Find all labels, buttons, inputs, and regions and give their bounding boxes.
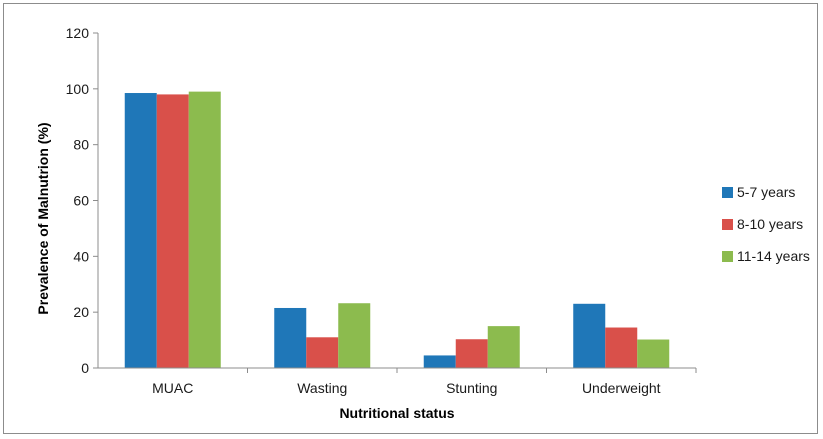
legend-label-11-14-years: 11-14 years — [737, 248, 810, 264]
x-tick-label: Wasting — [297, 380, 347, 396]
legend-label-5-7-years: 5-7 years — [737, 184, 795, 200]
y-tick-label: 120 — [66, 25, 90, 41]
bar-underweight-11-14-years — [637, 339, 670, 368]
y-tick-label: 60 — [73, 193, 89, 209]
x-axis-title: Nutritional status — [339, 405, 454, 421]
legend-swatch-8-10-years — [722, 219, 733, 230]
bar-underweight-5-7-years — [573, 303, 606, 368]
y-tick-label: 100 — [66, 81, 90, 97]
bar-stunting-8-10-years — [455, 339, 488, 368]
bar-wasting-11-14-years — [338, 303, 371, 368]
y-tick-label: 20 — [73, 304, 89, 320]
y-tick-label: 0 — [81, 360, 89, 376]
bar-wasting-8-10-years — [306, 337, 339, 368]
y-axis-ticks: 0 20 40 60 80 100 120 — [66, 25, 98, 376]
x-tick-label: Stunting — [446, 380, 497, 396]
y-tick-label: 80 — [73, 137, 89, 153]
x-axis-ticks: MUAC Wasting Stunting Underweight — [152, 368, 697, 396]
bar-series-group — [124, 91, 670, 369]
y-axis-title: Prevalence of Malnutrion (%) — [35, 122, 51, 314]
bar-muac-5-7-years — [124, 93, 157, 368]
legend-swatch-11-14-years — [722, 251, 733, 262]
x-tick-label: Underweight — [582, 380, 661, 396]
bar-wasting-5-7-years — [274, 307, 307, 368]
legend: 5-7 years 8-10 years 11-14 years — [722, 184, 810, 264]
bar-stunting-11-14-years — [487, 326, 520, 368]
legend-swatch-5-7-years — [722, 187, 733, 198]
bar-stunting-5-7-years — [423, 355, 456, 368]
bar-underweight-8-10-years — [605, 327, 638, 368]
bar-muac-8-10-years — [156, 94, 189, 369]
legend-label-8-10-years: 8-10 years — [737, 216, 803, 232]
x-tick-label: MUAC — [152, 380, 193, 396]
y-tick-label: 40 — [73, 248, 89, 264]
bar-muac-11-14-years — [188, 91, 221, 368]
